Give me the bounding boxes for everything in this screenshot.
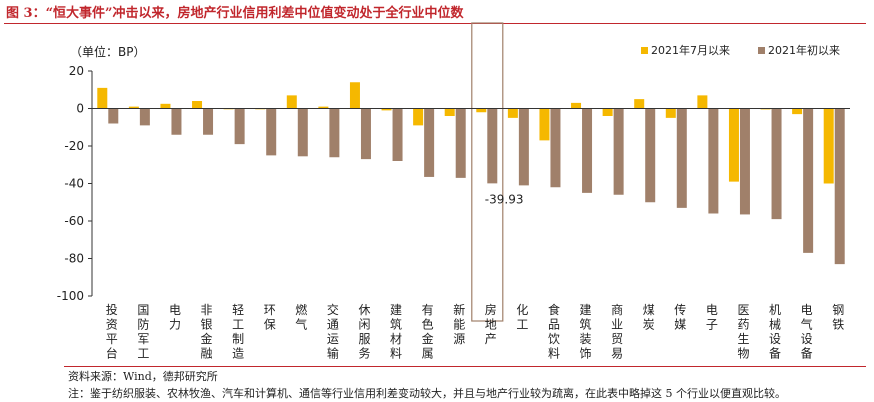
x-tick-label: 电气设备	[801, 303, 813, 360]
bar-series2	[203, 108, 214, 135]
bar-series2	[739, 108, 750, 215]
bar-series1	[539, 108, 550, 141]
legend-swatch-2	[758, 47, 765, 54]
x-tick-label: 电力	[169, 303, 181, 332]
bar-series1	[381, 108, 392, 111]
bar-chart: （单位：BP） 2021年7月以来 2021年初以来 20 0 -20 -40 -60 -80 -…	[57, 22, 850, 360]
unit-label: （单位：BP）	[70, 44, 145, 59]
x-tick-label: 食品饮料	[548, 302, 560, 360]
bar-series1	[634, 99, 645, 109]
bar-series1	[728, 108, 739, 182]
legend-swatch-1	[641, 47, 648, 54]
bar-series2	[708, 108, 719, 214]
bar-series1	[160, 103, 171, 109]
title-divider	[4, 23, 866, 24]
y-tick-label: 0	[76, 102, 84, 116]
bar-series1	[476, 108, 487, 113]
bar-series2	[360, 108, 371, 160]
bar-series2	[645, 108, 656, 203]
bar-series2	[550, 108, 561, 188]
x-tick-label: 钢铁	[832, 303, 844, 332]
y-tick-label: -40	[64, 177, 84, 191]
y-tick-label: -60	[64, 214, 84, 228]
y-tick-label: 20	[69, 64, 84, 78]
bar-series1	[444, 108, 455, 116]
bar-series2	[392, 108, 403, 161]
bar-series2	[234, 108, 245, 145]
x-tick-label: 商业贸易	[611, 302, 623, 360]
x-tick-label: 煤炭	[643, 303, 655, 332]
x-tick-label: 非银金融	[201, 303, 213, 360]
bar-series2	[487, 108, 498, 184]
bar-series1	[792, 108, 803, 115]
source-text: 资料来源：Wind，德邦研究所	[68, 370, 218, 383]
x-tick-label: 休闲服务	[358, 303, 370, 360]
bar-series2	[518, 108, 529, 186]
bar-series1	[823, 108, 834, 184]
x-tick-label: 建筑装饰	[580, 303, 592, 360]
bar-series1	[97, 87, 108, 109]
x-tick-label: 电子	[706, 303, 718, 332]
bar-series2	[803, 108, 814, 253]
x-tick-label: 轻工制造	[232, 303, 244, 360]
bar-series2	[329, 108, 340, 158]
bar-series1	[665, 108, 676, 118]
y-tick-label: -80	[64, 252, 84, 266]
bar-series2	[582, 108, 593, 193]
bar-series1	[602, 108, 613, 116]
bar-series2	[771, 108, 782, 220]
x-tick-label: 交通运输	[327, 302, 339, 360]
x-tick-label: 有色金属	[422, 303, 434, 360]
bar-series1	[571, 102, 582, 109]
bar-series2	[676, 108, 687, 208]
bar-series1	[192, 101, 203, 109]
bar-series2	[613, 108, 624, 195]
bar-series1	[413, 108, 424, 126]
bar-series2	[139, 108, 150, 126]
bar-series1	[507, 108, 518, 118]
y-tick-label: -100	[57, 289, 84, 303]
x-tick-label: 房地产	[485, 302, 497, 346]
bar-series1	[349, 82, 360, 109]
y-tick-label: -20	[64, 139, 84, 153]
x-tick-label: 化工	[516, 303, 528, 332]
bar-series1	[286, 95, 297, 109]
legend-label-1: 2021年7月以来	[651, 43, 730, 57]
bar-series1	[697, 95, 708, 109]
x-tick-label: 医药生物	[737, 303, 749, 360]
x-tick-label: 环保	[264, 303, 276, 332]
bar-series2	[834, 108, 845, 265]
bar-series1	[318, 106, 329, 109]
bar-series1	[128, 106, 139, 109]
bar-series2	[455, 108, 466, 178]
note-text: 注：鉴于纺织服装、农林牧渔、汽车和计算机、通信等行业信用利差变动较大，并且与地产…	[68, 387, 786, 400]
x-tick-label: 建筑材料	[390, 303, 402, 360]
bar-series2	[297, 108, 308, 157]
bar-series2	[108, 108, 119, 124]
x-tick-label: 新能源	[453, 302, 465, 346]
legend-label-2: 2021年初以来	[768, 43, 840, 57]
data-label: -39.93	[485, 192, 524, 206]
bar-series2	[424, 108, 435, 177]
bar-series2	[171, 108, 182, 135]
x-tick-label: 国防军工	[137, 303, 149, 360]
x-tick-label: 投资平台	[106, 302, 118, 360]
footer-divider	[64, 366, 866, 367]
x-tick-label: 机械设备	[769, 303, 781, 360]
x-tick-label: 燃气	[295, 302, 307, 332]
figure-title: 图 3：“恒大事件”冲击以来，房地产行业信用利差中位值变动处于全行业中位数	[6, 6, 464, 21]
x-tick-label: 传媒	[674, 302, 686, 332]
bar-series2	[266, 108, 277, 156]
highlight-box	[471, 22, 504, 322]
